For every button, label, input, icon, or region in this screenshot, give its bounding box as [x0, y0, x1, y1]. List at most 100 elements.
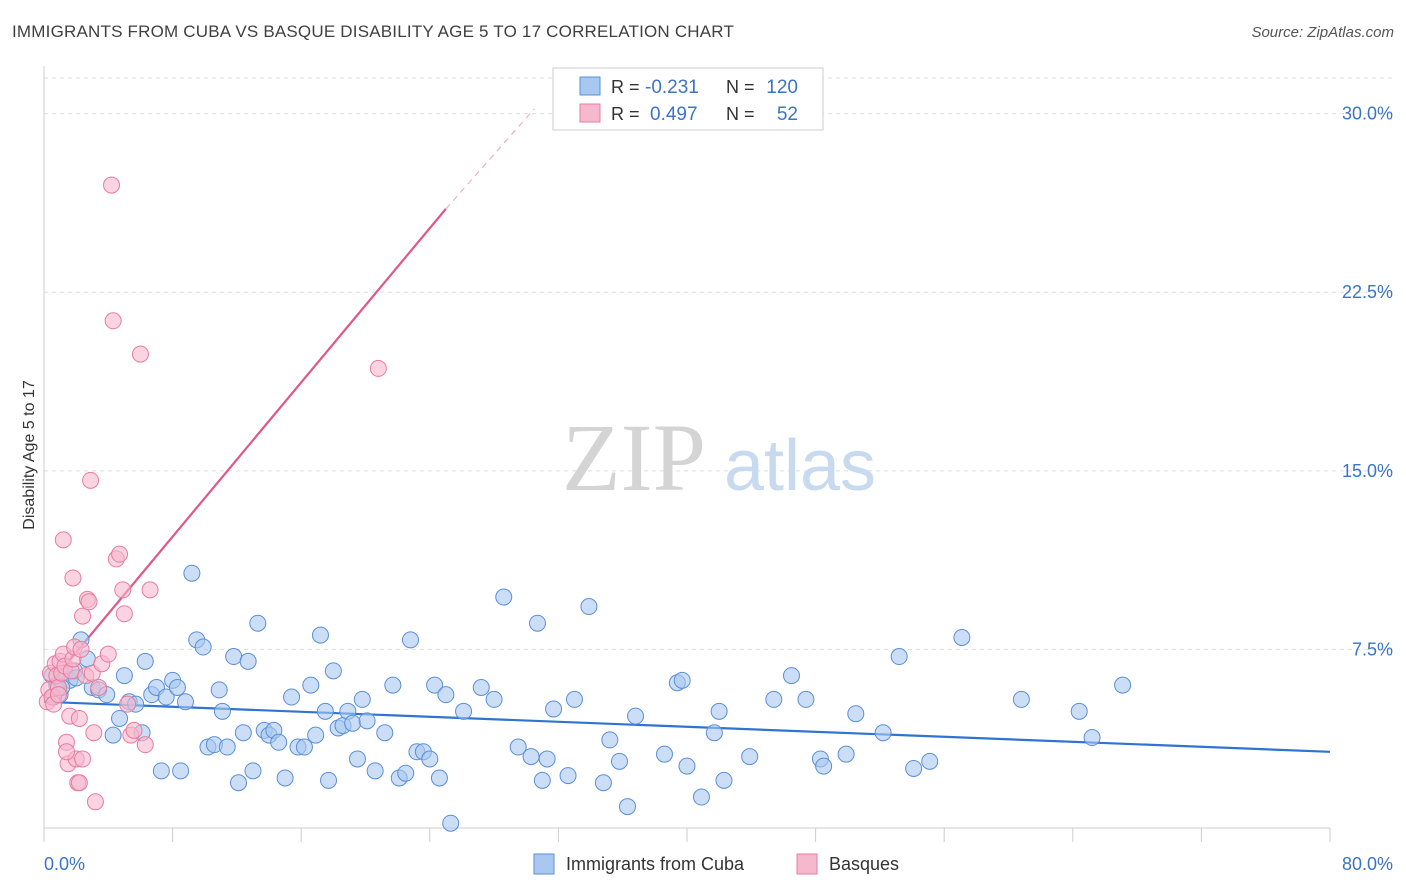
stats-n-label-2: N =	[726, 104, 755, 124]
cuba-point	[194, 638, 212, 656]
stats-swatch-basques	[579, 103, 601, 123]
basques-trend-line	[47, 208, 447, 686]
basques-point	[131, 345, 149, 363]
watermark-zip: ZIP	[562, 404, 706, 511]
cuba-point	[172, 762, 190, 780]
cuba-point	[276, 769, 294, 787]
source-label: Source: ZipAtlas.com	[1251, 24, 1394, 41]
cuba-point	[152, 762, 170, 780]
stats-r-value-2: 0.497	[650, 104, 698, 125]
cuba-point	[136, 652, 154, 670]
legend-swatch-cuba	[533, 853, 555, 875]
cuba-point	[601, 731, 619, 749]
basques-point	[82, 471, 100, 489]
cuba-point	[302, 676, 320, 694]
cuba-point	[715, 771, 733, 789]
cuba-point	[545, 700, 563, 718]
basques-point	[74, 607, 92, 625]
cuba-point	[1012, 690, 1030, 708]
cuba-point	[522, 748, 540, 766]
cuba-point	[210, 681, 228, 699]
basques-point	[58, 743, 76, 761]
cuba-point	[533, 771, 551, 789]
basques-point	[141, 581, 159, 599]
cuba-point	[384, 676, 402, 694]
cuba-point	[673, 671, 691, 689]
cuba-point	[225, 648, 243, 666]
cuba-point	[837, 745, 855, 763]
stats-legend: R = -0.231 N = 120 R = 0.497 N = 52	[552, 67, 824, 131]
x-tick-label: 80.0%	[1342, 854, 1393, 874]
stats-n-value-1: 120	[766, 77, 798, 98]
cuba-point	[426, 676, 444, 694]
basques-point	[111, 545, 129, 563]
basques-point	[90, 679, 108, 697]
cuba-point	[782, 667, 800, 685]
basques-point	[54, 531, 72, 549]
bottom-legend: Immigrants from Cuba Basques	[533, 853, 899, 875]
legend-swatch-basques	[796, 853, 818, 875]
cuba-point	[234, 724, 252, 742]
basques-point	[103, 176, 121, 194]
cuba-point	[1070, 702, 1088, 720]
cuba-point	[168, 679, 186, 697]
cuba-point	[295, 738, 313, 756]
cuba-point	[559, 767, 577, 785]
cuba-point	[765, 690, 783, 708]
cuba-point	[905, 759, 923, 777]
cuba-point	[104, 726, 122, 744]
cuba-trend-line	[43, 700, 1331, 753]
y-axis-label: Disability Age 5 to 17	[21, 380, 38, 530]
cuba-point	[437, 686, 455, 704]
basques-point	[86, 793, 104, 811]
basques-point	[74, 750, 92, 768]
cuba-point	[1083, 729, 1101, 747]
x-tick-label: 0.0%	[44, 854, 85, 874]
cuba-point	[348, 750, 366, 768]
basques-point	[115, 605, 133, 623]
cuba-point	[311, 626, 329, 644]
cuba-point	[538, 750, 556, 768]
cuba-point	[655, 745, 673, 763]
cuba-point	[353, 690, 371, 708]
legend-label-basques: Basques	[829, 854, 899, 874]
basques-point	[119, 695, 137, 713]
cuba-point	[358, 712, 376, 730]
cuba-point	[320, 771, 338, 789]
cuba-point	[230, 774, 248, 792]
y-tick-label: 7.5%	[1352, 639, 1393, 659]
cuba-point	[270, 733, 288, 751]
cuba-point	[485, 690, 503, 708]
cuba-point	[921, 752, 939, 770]
cuba-point	[402, 631, 420, 649]
cuba-point	[442, 814, 460, 832]
stats-r-label-1: R =	[611, 77, 640, 97]
cuba-point	[1114, 676, 1132, 694]
cuba-point	[239, 652, 257, 670]
stats-r-value-1: -0.231	[645, 77, 699, 98]
cuba-point	[218, 738, 236, 756]
cuba-point	[366, 762, 384, 780]
cuba-point	[283, 688, 301, 706]
y-tick-label: 15.0%	[1342, 461, 1393, 481]
cuba-point	[430, 769, 448, 787]
basques-point	[72, 640, 90, 658]
cuba-point	[111, 709, 129, 727]
cuba-point	[692, 788, 710, 806]
cuba-point	[610, 752, 628, 770]
cuba-point	[344, 714, 362, 732]
cuba-point	[397, 764, 415, 782]
cuba-point	[580, 598, 598, 616]
cuba-point	[316, 702, 334, 720]
y-tick-label: 22.5%	[1342, 282, 1393, 302]
cuba-point	[376, 724, 394, 742]
trend-lines	[43, 108, 1331, 753]
cuba-point	[797, 690, 815, 708]
cuba-point	[472, 679, 490, 697]
cuba-point	[421, 750, 439, 768]
basques-point	[85, 724, 103, 742]
cuba-point	[705, 724, 723, 742]
cuba-point	[619, 798, 637, 816]
cuba-point	[678, 757, 696, 775]
